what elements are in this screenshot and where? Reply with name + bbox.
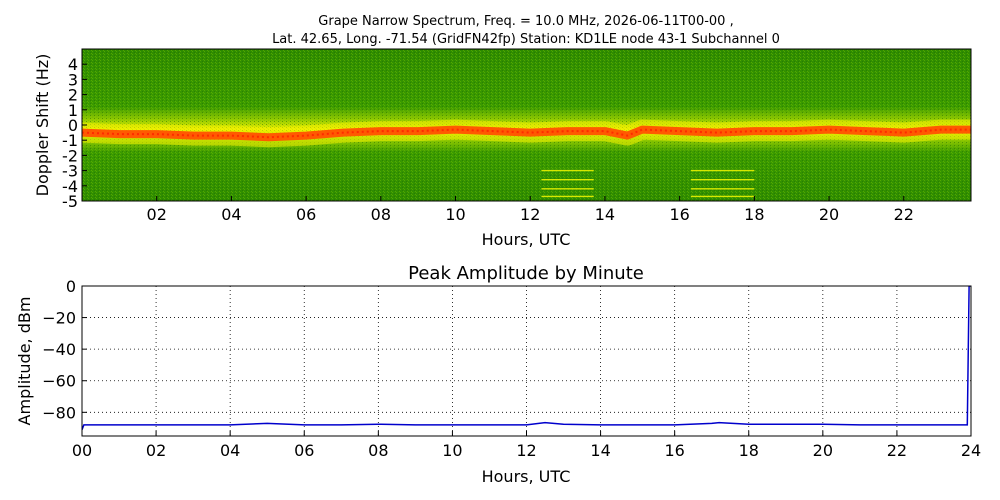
amplitude-x-tick-label: 02 — [146, 441, 166, 460]
amplitude-x-tick-label: 14 — [590, 441, 610, 460]
amplitude-x-tick-label: 10 — [442, 441, 462, 460]
spectrogram-y-tick-label: -4 — [62, 177, 78, 196]
spectrogram-x-tick-label: 12 — [520, 205, 540, 224]
spectrogram-plot-area — [81, 48, 972, 202]
amplitude-x-tick-label: 06 — [294, 441, 314, 460]
spectrogram-y-tick-label: 3 — [68, 70, 78, 89]
spectrogram-y-tick-label: -5 — [62, 192, 78, 211]
chart-title-line2: Lat. 42.65, Long. -71.54 (GridFN42fp) St… — [272, 32, 780, 47]
amplitude-y-axis-label: Amplitude, dBm — [15, 297, 34, 426]
spectrogram-y-tick-label: -3 — [62, 162, 78, 181]
amplitude-plot-area — [81, 285, 972, 437]
amplitude-y-tick-label: 0 — [66, 277, 76, 296]
spectrogram-x-tick-label: 20 — [819, 205, 839, 224]
spectrogram-y-tick-label: 4 — [68, 55, 78, 74]
spectrogram-x-tick-label: 04 — [221, 205, 241, 224]
spectrogram-x-tick-label: 02 — [147, 205, 167, 224]
spectrogram-x-tick-label: 06 — [296, 205, 316, 224]
amplitude-chart-title: Peak Amplitude by Minute — [408, 263, 644, 284]
amplitude-y-tick-label: −40 — [42, 340, 76, 359]
amplitude-x-tick-label: 22 — [887, 441, 907, 460]
carrier-trace-core — [82, 128, 971, 139]
spectrogram-y-tick-label: 0 — [68, 116, 78, 135]
amplitude-y-tick-label: −20 — [42, 309, 76, 328]
spectrogram-y-axis-label: Doppler Shift (Hz) — [33, 54, 52, 197]
amplitude-x-tick-label: 12 — [516, 441, 536, 460]
amplitude-x-tick-label: 20 — [813, 441, 833, 460]
amplitude-x-tick-label: 00 — [72, 441, 92, 460]
amplitude-x-tick-label: 08 — [368, 441, 388, 460]
amplitude-x-tick-label: 24 — [961, 441, 981, 460]
spectrogram-y-tick-label: 2 — [68, 86, 78, 105]
spectrogram-x-tick-label: 18 — [744, 205, 764, 224]
amplitude-x-tick-label: 18 — [739, 441, 759, 460]
amplitude-series-line — [82, 286, 971, 430]
spectrogram-x-tick-label: 10 — [445, 205, 465, 224]
spectrogram-x-tick-label: 08 — [371, 205, 391, 224]
spectrogram-y-tick-label: 1 — [68, 101, 78, 120]
amplitude-background — [82, 286, 971, 436]
amplitude-x-tick-label: 04 — [220, 441, 240, 460]
amplitude-x-axis-label: Hours, UTC — [482, 467, 571, 486]
spectrogram-y-tick-label: -2 — [62, 146, 78, 165]
spectrogram-x-tick-label: 22 — [894, 205, 914, 224]
amplitude-x-tick-label: 16 — [664, 441, 684, 460]
amplitude-y-tick-label: −80 — [42, 403, 76, 422]
spectrogram-x-axis-label: Hours, UTC — [482, 230, 571, 249]
spectrogram-x-tick-label: 14 — [595, 205, 615, 224]
spectrogram-x-tick-label: 16 — [669, 205, 689, 224]
spectrogram-y-tick-label: -1 — [62, 131, 78, 150]
amplitude-y-tick-label: −60 — [42, 372, 76, 391]
chart-title-line1: Grape Narrow Spectrum, Freq. = 10.0 MHz,… — [318, 14, 733, 29]
